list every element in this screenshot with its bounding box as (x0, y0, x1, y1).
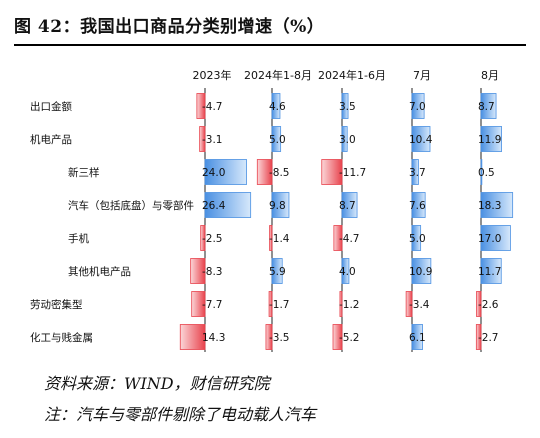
data-bar (271, 258, 283, 284)
data-bar (411, 258, 432, 284)
data-label: -1.2 (339, 299, 360, 311)
data-bar (200, 225, 206, 251)
data-label: -5.2 (339, 332, 360, 344)
data-bar (475, 324, 482, 350)
column-header: 2024年1-8月 (244, 68, 312, 82)
title-rule (14, 44, 526, 46)
data-bar (256, 159, 273, 185)
data-bar (204, 192, 252, 218)
data-label: -8.3 (202, 266, 223, 278)
data-bar (411, 192, 426, 218)
data-label: 8.7 (339, 200, 356, 212)
column-header: 2024年1-6月 (318, 68, 386, 82)
data-label: 3.0 (339, 134, 356, 146)
data-label: -2.7 (478, 332, 499, 344)
data-label: 24.0 (202, 167, 225, 179)
data-label: -4.7 (202, 101, 223, 113)
data-label: 18.3 (478, 200, 501, 212)
data-bar (476, 291, 482, 317)
row-label: 劳动密集型 (30, 298, 83, 311)
data-label: -2.5 (202, 233, 223, 245)
column-header: 2023年 (193, 68, 232, 82)
data-label: 4.6 (269, 101, 286, 113)
data-label: 11.9 (478, 134, 501, 146)
row-label: 新三样 (68, 166, 100, 179)
data-label: 26.4 (202, 200, 226, 212)
data-bar (271, 93, 281, 119)
column-header: 7月 (413, 69, 431, 82)
data-bar (321, 159, 343, 185)
data-label: -2.6 (478, 299, 499, 311)
data-label: -8.5 (269, 167, 290, 179)
data-bar (480, 225, 511, 251)
data-label: 11.7 (478, 266, 501, 278)
row-label: 其他机电产品 (68, 265, 131, 278)
data-label: -11.7 (339, 167, 366, 179)
data-bar (204, 159, 247, 185)
data-bar (332, 324, 343, 350)
data-bar (333, 225, 343, 251)
data-bar (339, 291, 343, 317)
data-bar (411, 324, 423, 350)
data-label: 5.0 (409, 233, 426, 245)
data-bar (411, 225, 422, 251)
data-label: 10.9 (409, 266, 432, 278)
row-label: 出口金额 (30, 100, 72, 113)
data-bar (411, 126, 431, 152)
data-label: 0.5 (478, 167, 495, 179)
column-header: 8月 (481, 69, 499, 82)
data-label: -3.4 (409, 299, 430, 311)
data-label: 3.5 (339, 101, 356, 113)
figure-title: 图 42：我国出口商品分类别增速（%） (14, 17, 325, 37)
data-bar (196, 93, 206, 119)
data-label: 14.3 (202, 332, 225, 344)
footnote: 注：汽车与零部件剔除了电动载人汽车 (44, 405, 317, 424)
data-bar (405, 291, 413, 317)
data-bar (480, 93, 497, 119)
data-bar (271, 192, 290, 218)
data-label: 9.8 (269, 200, 286, 212)
row-label: 机电产品 (30, 133, 72, 146)
data-bar (190, 258, 206, 284)
data-bar (411, 159, 419, 185)
data-label: -4.7 (339, 233, 360, 245)
data-label: 7.6 (409, 200, 426, 212)
data-label: 10.4 (409, 134, 433, 146)
data-label: 8.7 (478, 101, 495, 113)
data-label: 17.0 (478, 233, 501, 245)
data-label: -3.5 (269, 332, 290, 344)
data-bar (480, 126, 502, 152)
data-bar (341, 192, 358, 218)
data-label: -7.7 (202, 299, 223, 311)
data-label: -1.7 (269, 299, 290, 311)
data-label: -3.1 (202, 134, 223, 146)
data-bar (265, 324, 273, 350)
data-label: 4.0 (339, 266, 356, 278)
data-label: 6.1 (409, 332, 426, 344)
data-bar (480, 192, 514, 218)
data-bar (341, 258, 350, 284)
data-bar (269, 225, 273, 251)
data-label: 7.0 (409, 101, 426, 113)
data-bar (480, 159, 483, 185)
data-bar (341, 126, 348, 152)
data-label: 3.7 (409, 167, 426, 179)
data-label: 5.0 (269, 134, 286, 146)
data-label: 5.9 (269, 266, 286, 278)
row-label: 手机 (68, 232, 89, 245)
data-bar (271, 126, 282, 152)
data-bar (199, 126, 206, 152)
data-bar (179, 324, 206, 350)
row-label: 化工与贱金属 (30, 331, 93, 344)
data-bar (268, 291, 273, 317)
data-bar (341, 93, 349, 119)
data-bar (411, 93, 425, 119)
data-bar (480, 258, 502, 284)
data-label: -1.4 (269, 233, 290, 245)
row-label: 汽车（包括底盘）与零部件 (68, 199, 194, 212)
data-bar (191, 291, 206, 317)
source-note: 资料来源：WIND，财信研究院 (44, 374, 270, 393)
